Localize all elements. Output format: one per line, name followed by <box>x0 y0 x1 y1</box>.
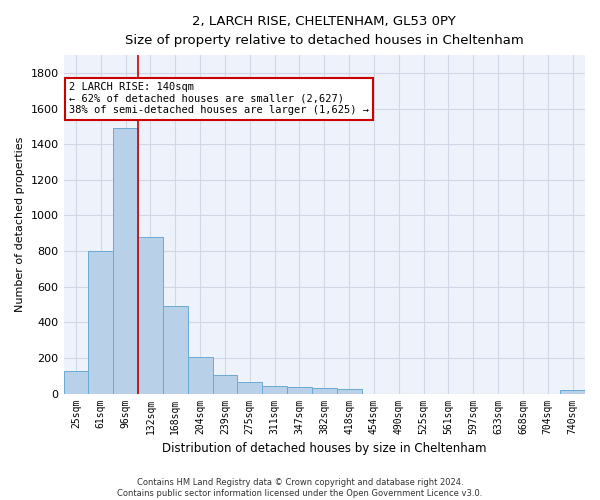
Bar <box>113 128 138 394</box>
Y-axis label: Number of detached properties: Number of detached properties <box>15 136 25 312</box>
Bar <box>188 357 212 394</box>
Bar <box>312 388 337 394</box>
Text: Contains HM Land Registry data © Crown copyright and database right 2024.
Contai: Contains HM Land Registry data © Crown c… <box>118 478 482 498</box>
Bar <box>287 388 312 394</box>
Bar <box>64 372 88 394</box>
Bar <box>560 390 585 394</box>
X-axis label: Distribution of detached houses by size in Cheltenham: Distribution of detached houses by size … <box>162 442 487 455</box>
Bar <box>337 389 362 394</box>
Text: 2 LARCH RISE: 140sqm
← 62% of detached houses are smaller (2,627)
38% of semi-de: 2 LARCH RISE: 140sqm ← 62% of detached h… <box>69 82 369 116</box>
Bar <box>163 306 188 394</box>
Bar <box>88 251 113 394</box>
Bar <box>238 382 262 394</box>
Bar <box>212 375 238 394</box>
Title: 2, LARCH RISE, CHELTENHAM, GL53 0PY
Size of property relative to detached houses: 2, LARCH RISE, CHELTENHAM, GL53 0PY Size… <box>125 15 524 47</box>
Bar <box>262 386 287 394</box>
Bar <box>138 237 163 394</box>
